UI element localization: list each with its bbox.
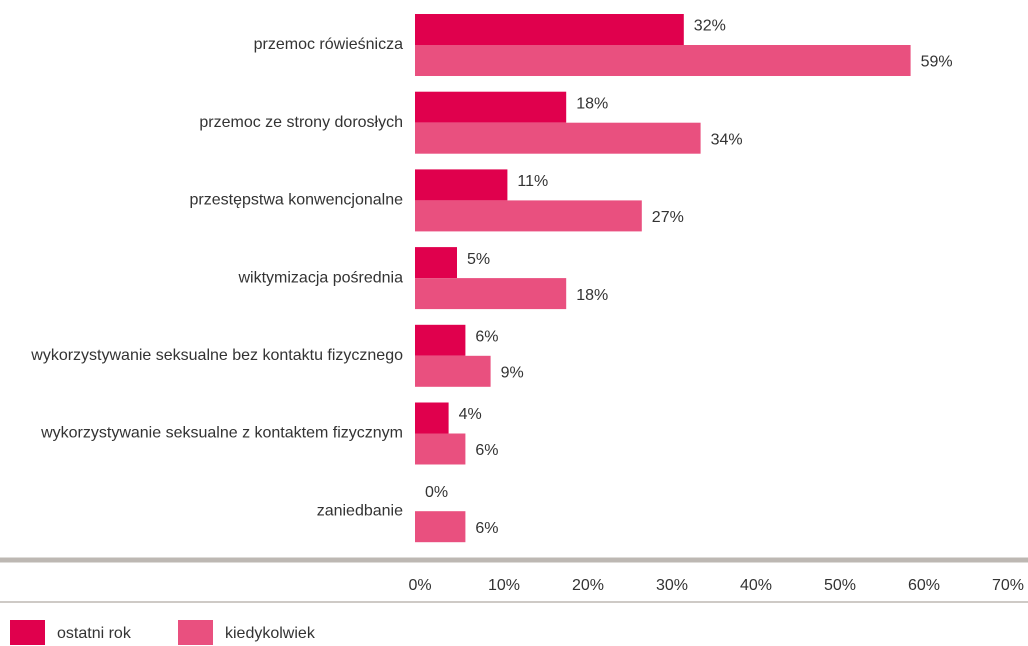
value-label: 6%	[475, 442, 498, 459]
bar	[415, 200, 642, 232]
x-tick-label: 20%	[572, 577, 604, 594]
value-label: 18%	[576, 287, 608, 304]
legend-label: ostatni rok	[57, 625, 132, 642]
category-label: przestępstwa konwencjonalne	[190, 192, 404, 209]
value-label: 11%	[517, 173, 548, 190]
category-label: zaniedbanie	[317, 502, 403, 519]
bar	[415, 45, 911, 76]
x-tick-label: 40%	[740, 577, 772, 594]
category-label: wykorzystywanie seksualne z kontaktem fi…	[40, 425, 403, 442]
value-label: 0%	[425, 484, 448, 501]
bar	[415, 91, 567, 123]
bar	[415, 247, 457, 279]
x-tick-label: 30%	[656, 577, 688, 594]
value-label: 18%	[576, 95, 608, 112]
value-label: 6%	[475, 329, 498, 346]
category-label: wiktymizacja pośrednia	[237, 269, 403, 286]
value-label: 9%	[501, 365, 524, 382]
value-label: 59%	[921, 54, 953, 71]
bar	[415, 511, 466, 543]
bar	[415, 433, 466, 465]
x-tick-label: 50%	[824, 577, 856, 594]
x-tick-label: 0%	[408, 577, 431, 594]
value-label: 27%	[652, 209, 684, 226]
x-tick-label: 10%	[488, 577, 520, 594]
category-label: wykorzystywanie seksualne bez kontaktu f…	[30, 347, 403, 364]
x-tick-label: 70%	[992, 577, 1024, 594]
bar	[415, 278, 567, 310]
bar	[415, 355, 491, 387]
value-label: 32%	[694, 18, 726, 35]
value-label: 5%	[467, 251, 490, 268]
legend-swatch	[178, 620, 213, 645]
value-label: 6%	[475, 520, 498, 537]
bar	[415, 169, 508, 201]
legend-label: kiedykolwiek	[225, 625, 316, 642]
category-label: przemoc rówieśnicza	[254, 36, 403, 53]
value-label: 34%	[711, 131, 743, 148]
x-tick-label: 60%	[908, 577, 940, 594]
bar	[415, 402, 449, 434]
value-label: 4%	[459, 406, 482, 423]
bar	[415, 324, 466, 356]
bar	[415, 14, 684, 45]
category-label: przemoc ze strony dorosłych	[199, 114, 403, 131]
bar	[415, 122, 701, 154]
legend-swatch	[10, 620, 45, 645]
